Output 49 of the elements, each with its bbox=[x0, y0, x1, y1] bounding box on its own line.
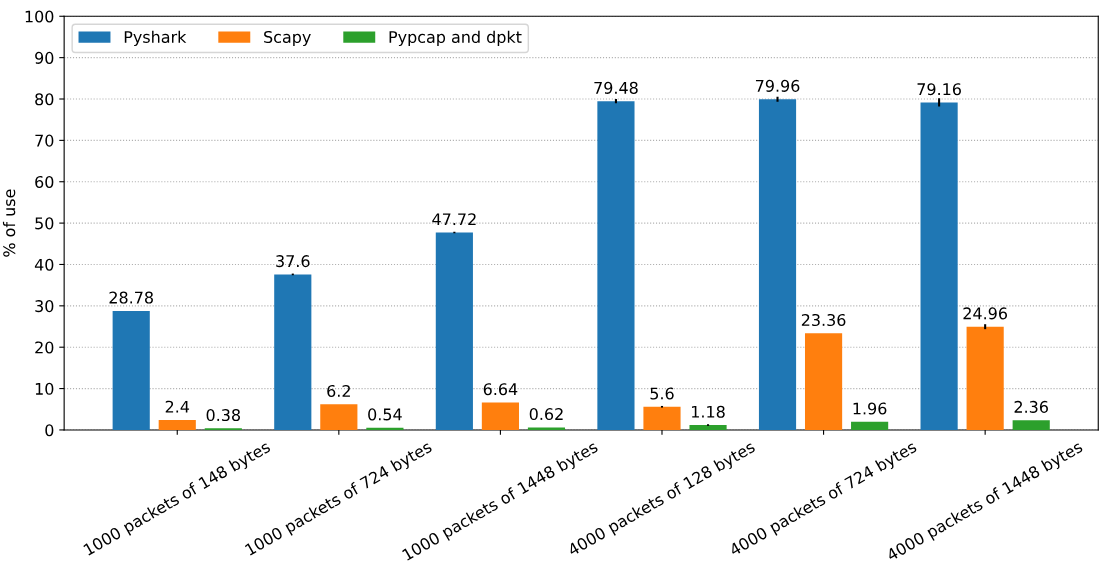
bar bbox=[320, 404, 358, 430]
data-label: 1.96 bbox=[853, 402, 887, 415]
data-label: 6.64 bbox=[483, 383, 518, 396]
y-tick-label: 0 bbox=[45, 424, 54, 437]
bar bbox=[643, 406, 681, 430]
data-label: 2.36 bbox=[1014, 400, 1048, 413]
y-tick-label: 40 bbox=[34, 258, 54, 271]
y-tick-label: 30 bbox=[35, 300, 54, 313]
data-label: 79.16 bbox=[917, 83, 961, 96]
bar bbox=[966, 326, 1004, 430]
bar bbox=[481, 402, 519, 430]
bar bbox=[920, 102, 958, 430]
data-label: 79.96 bbox=[755, 79, 800, 92]
data-label: 1.18 bbox=[692, 405, 725, 418]
data-label: 5.6 bbox=[650, 387, 674, 400]
y-tick-label: 20 bbox=[35, 341, 54, 354]
data-label: 6.2 bbox=[327, 384, 350, 398]
bar bbox=[804, 333, 843, 430]
bar bbox=[851, 421, 889, 430]
bar bbox=[435, 232, 473, 430]
y-tick-label: 70 bbox=[35, 134, 54, 147]
legend-label: Pypcap and dpkt bbox=[389, 30, 522, 47]
y-tick-label: 80 bbox=[35, 93, 54, 106]
data-label: 23.36 bbox=[801, 313, 846, 327]
y-tick-label: 90 bbox=[35, 51, 54, 64]
bar bbox=[158, 420, 196, 430]
legend-label: Scapy bbox=[264, 30, 311, 47]
bar bbox=[597, 101, 635, 430]
data-label: 28.78 bbox=[109, 291, 153, 304]
y-tick-label: 60 bbox=[35, 175, 54, 189]
data-label: 79.48 bbox=[594, 81, 638, 94]
data-label: 0.54 bbox=[368, 408, 402, 421]
y-tick-label: 10 bbox=[35, 382, 54, 395]
data-label: 2.4 bbox=[165, 400, 190, 413]
y-tick-label: 50 bbox=[35, 217, 54, 230]
data-label: 0.38 bbox=[206, 409, 240, 422]
data-label: 0.62 bbox=[529, 408, 563, 421]
bar bbox=[112, 310, 150, 430]
y-tick-label: 100 bbox=[25, 10, 54, 23]
bar bbox=[274, 274, 312, 430]
data-label: 37.6 bbox=[276, 255, 310, 268]
y-axis-title: % of use bbox=[2, 189, 16, 257]
bar bbox=[1012, 420, 1050, 430]
data-label: 24.96 bbox=[963, 307, 1008, 320]
bar bbox=[689, 425, 727, 430]
bar bbox=[758, 99, 797, 430]
legend-label: Pyshark bbox=[124, 30, 187, 47]
bar bbox=[527, 427, 566, 430]
data-label: 47.72 bbox=[432, 213, 476, 226]
